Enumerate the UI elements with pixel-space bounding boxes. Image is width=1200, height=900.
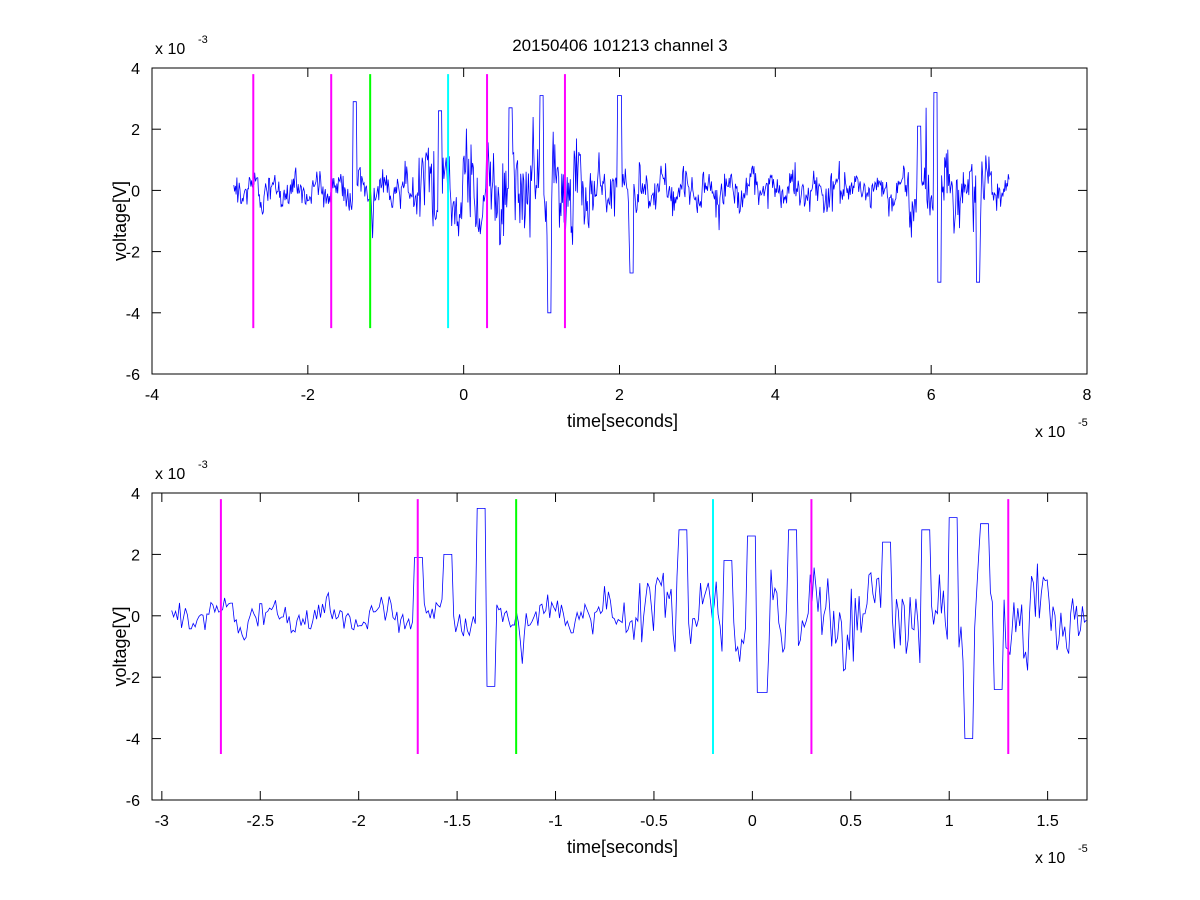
x-tick-label: 1.5 xyxy=(1037,813,1059,830)
x-exponent-label: x 10 xyxy=(1035,424,1065,441)
x-tick-label: 2 xyxy=(615,387,624,404)
y-tick-label: 4 xyxy=(131,61,140,78)
y-axis-label: voltage[V] xyxy=(110,606,130,686)
x-tick-label: 1 xyxy=(945,813,954,830)
y-tick-label: -2 xyxy=(126,245,140,262)
axes-box xyxy=(151,492,1088,801)
y-tick-label: -4 xyxy=(126,732,140,749)
x-tick-label: -0.5 xyxy=(640,813,668,830)
voltage-series xyxy=(171,508,1087,739)
x-exponent: -5 xyxy=(1078,843,1088,855)
x-exponent-label: x 10 xyxy=(1035,850,1065,867)
y-tick-label: 4 xyxy=(131,486,140,503)
top-axes: -4 -2 0 2 4 6 8 -6 -4 -2 0 2 4 time[seconds] voltage[V… xyxy=(110,34,1092,441)
y-exponent-label: x 10 xyxy=(155,41,185,58)
y-tick-label: -4 xyxy=(126,306,140,323)
figure-title: 20150406 101213 channel 3 xyxy=(512,36,728,55)
x-tick-label: -1.5 xyxy=(443,813,471,830)
x-tick-label: 0 xyxy=(459,387,468,404)
voltage-series xyxy=(233,92,1010,314)
plot-area xyxy=(171,499,1087,754)
y-tick-label: 0 xyxy=(131,609,140,626)
y-axis-label: voltage[V] xyxy=(110,181,130,261)
x-tick-label: 0 xyxy=(748,813,757,830)
x-exponent: -5 xyxy=(1078,417,1088,429)
y-exponent: -3 xyxy=(198,34,208,46)
y-exponent-label: x 10 xyxy=(155,466,185,483)
x-tick-label: -1 xyxy=(548,813,562,830)
y-tick-label: 2 xyxy=(131,547,140,564)
x-tick-label: -2 xyxy=(352,813,366,830)
y-tick-label: -2 xyxy=(126,670,140,687)
y-exponent: -3 xyxy=(198,459,208,471)
axes-box xyxy=(151,67,1088,375)
x-tick-label: -4 xyxy=(145,387,159,404)
x-tick-label: 4 xyxy=(771,387,780,404)
x-tick-label: -2 xyxy=(301,387,315,404)
y-tick-label: -6 xyxy=(126,367,140,384)
x-tick-label: -2.5 xyxy=(246,813,274,830)
bottom-axes: -3 -2.5 -2 -1.5 -1 -0.5 0 0.5 1 1.5 -6 -4 -2 0 2 4 time[… xyxy=(110,459,1088,867)
x-tick-label: -3 xyxy=(155,813,169,830)
x-axis-label: time[seconds] xyxy=(567,411,678,431)
x-axis-label: time[seconds] xyxy=(567,837,678,857)
y-tick-label: 2 xyxy=(131,122,140,139)
x-tick-label: 8 xyxy=(1083,387,1092,404)
x-tick-label: 6 xyxy=(927,387,936,404)
y-tick-label: 0 xyxy=(131,183,140,200)
y-tick-label: -6 xyxy=(126,793,140,810)
x-tick-label: 0.5 xyxy=(840,813,862,830)
plot-area xyxy=(233,74,1010,329)
